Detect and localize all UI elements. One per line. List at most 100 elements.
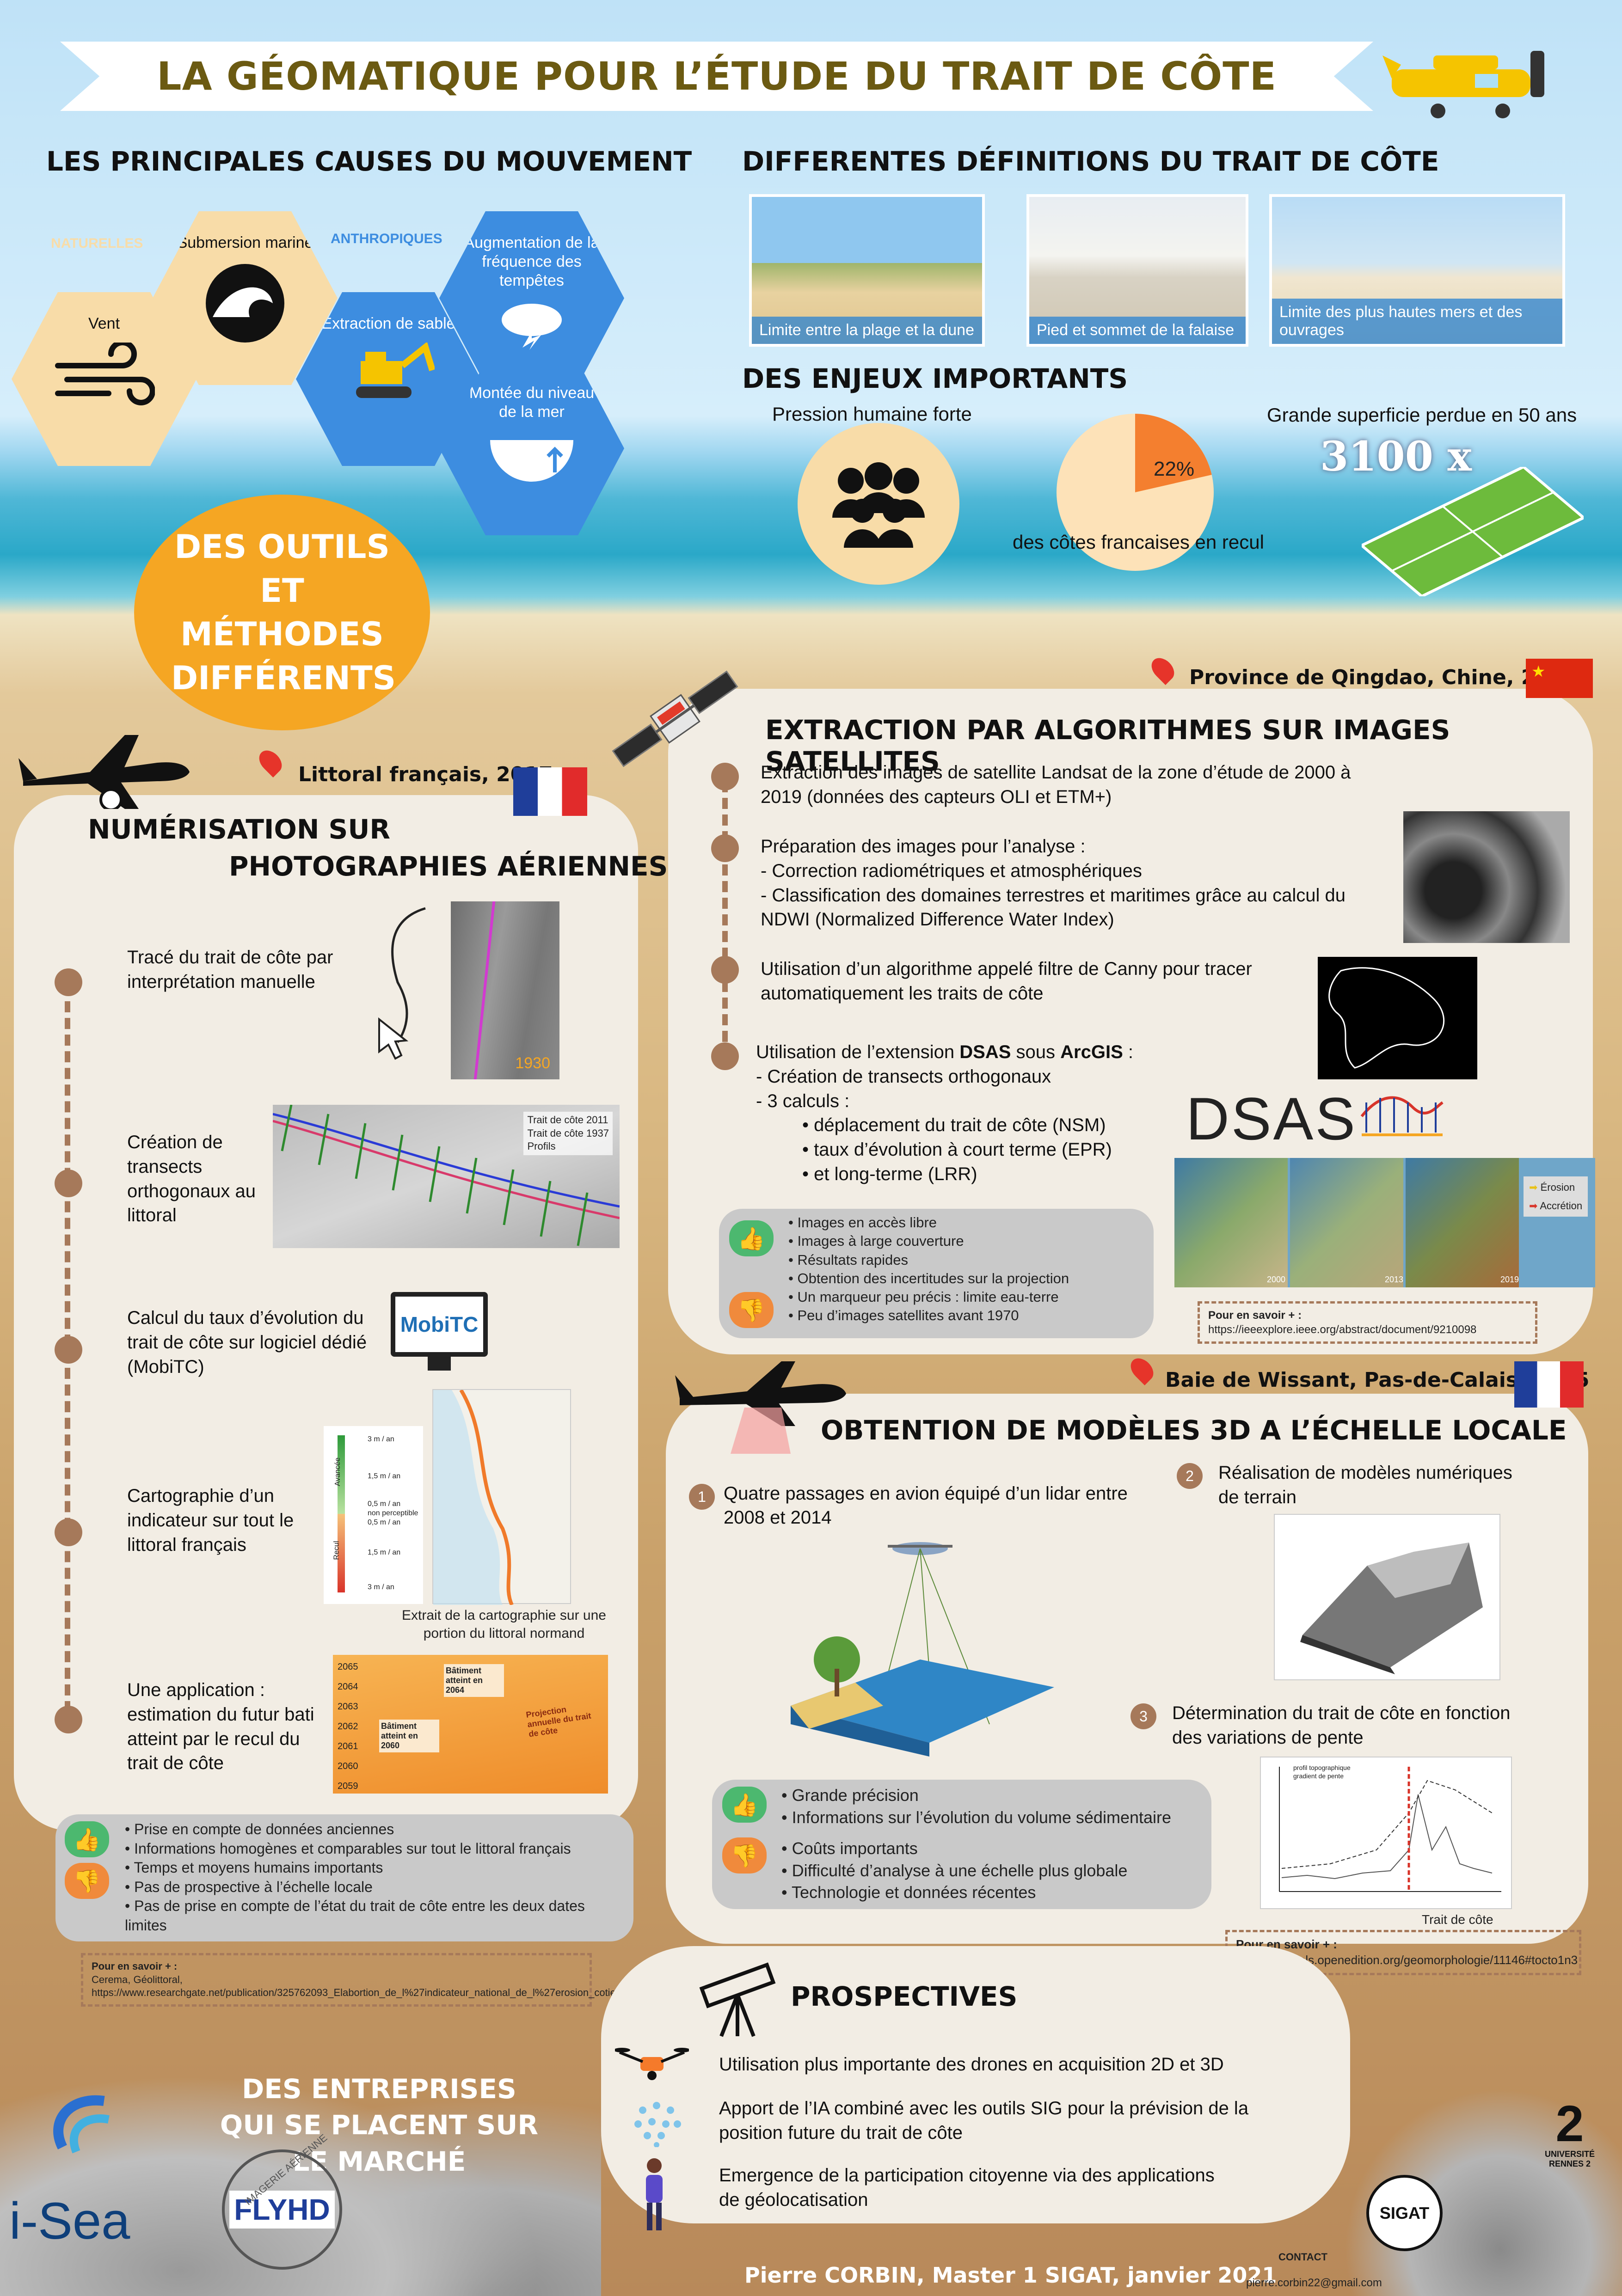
sea-level-icon	[485, 431, 578, 484]
aerial-photo-1930: 1930	[451, 901, 559, 1079]
hex-vent: Vent	[12, 292, 197, 466]
lidar-step-2: Réalisation de modèles numériques de ter…	[1218, 1463, 1512, 1507]
prospective-1: Utilisation plus importante des drones e…	[719, 2054, 1224, 2075]
satellite-step-3: Utilisation d’un algorithme appelé filtr…	[761, 959, 1252, 1004]
pressure-label: Pression humaine forte	[772, 403, 972, 425]
prospectives-title: PROSPECTIVES	[791, 1981, 1018, 2012]
photo-beach-dune: Limite entre la plage et la dune	[749, 194, 985, 347]
lidar-step-1: Quatre passages en avion équipé d’un lid…	[724, 1483, 1128, 1528]
aerial-more-info: Pour en savoir + : Cerema, Géolittoral, …	[81, 1953, 625, 2007]
companies-title: DES ENTREPRISES QUI SE PLACENT SUR LE MA…	[220, 2073, 539, 2177]
drone-icon	[614, 2043, 690, 2087]
dsas-maps: 2000 2013 2019 ➡ Érosion ➡ Accrétion	[1174, 1158, 1595, 1287]
timeline-dot	[711, 956, 739, 984]
tools-badge: DES OUTILS ET MÉTHODES DIFFÉRENTS	[134, 495, 430, 730]
satellite-more-link[interactable]: https://ieeexplore.ieee.org/abstract/doc…	[1208, 1323, 1477, 1336]
causes-title: LES PRINCIPALES CAUSES DU MOUVEMENT	[46, 146, 692, 177]
title-banner: LA GÉOMATIQUE POUR L’ÉTUDE DU TRAIT DE C…	[60, 42, 1373, 111]
step-number: 3	[1130, 1703, 1156, 1729]
timeline-dot	[55, 1518, 82, 1546]
location-pin-icon	[255, 746, 286, 778]
china-flag-icon: ★	[1526, 659, 1593, 698]
mobitc-monitor: MobiTC	[391, 1292, 488, 1373]
crowd-icon	[798, 423, 959, 585]
lidar-pros-cons: 👍 👎 Grande précision Informations sur l’…	[712, 1780, 1211, 1909]
france-flag-icon	[1514, 1361, 1584, 1408]
aerial-location: Littoral français, 2017	[298, 763, 553, 786]
transects-legend: Trait de côte 2011 Trait de côte 1937 Pr…	[523, 1112, 613, 1155]
projection-image: 2065 2064 2063 2062 2061 2060 2059 Bâtiment…	[333, 1655, 608, 1794]
area-caption: Grande superficie perdue en 50 ans	[1267, 404, 1577, 426]
contact-label: CONTACT	[1278, 2251, 1327, 2263]
aerial-title-2: PHOTOGRAPHIES AÉRIENNES	[229, 851, 668, 882]
thumbs-down-icon: 👎	[729, 1292, 774, 1328]
hex-submersion: Submersion marine	[153, 211, 338, 385]
aerial-pros-cons: 👍 👎 Prise en compte de données anciennes…	[55, 1814, 633, 1941]
timeline-dot	[711, 1042, 739, 1070]
slope-chart: profil topographique gradient de pente	[1260, 1757, 1512, 1909]
percent-caption: des côtes francaises en recul	[1013, 531, 1264, 553]
thumbs-down-icon: 👎	[65, 1863, 109, 1899]
area-value: 3100 x	[1320, 432, 1472, 480]
telescope-icon	[694, 1958, 786, 2043]
thumbs-up-icon: 👍	[722, 1787, 767, 1823]
aerial-step-2: Création de transects orthogonaux au lit…	[127, 1132, 256, 1226]
aerial-title-1: NUMÉRISATION SUR	[88, 814, 391, 845]
aerial-step-1: Tracé du trait de côte par interprétatio…	[127, 947, 333, 992]
field-icon	[1359, 465, 1586, 598]
location-pin-icon	[1126, 1354, 1158, 1385]
thumbs-up-icon: 👍	[65, 1821, 109, 1857]
satellite-step-1: Extraction des images de satellite Lands…	[761, 762, 1351, 807]
airplane-icon	[675, 1361, 851, 1456]
location-pin-icon	[1147, 654, 1179, 685]
timeline-dot	[55, 1706, 82, 1733]
satellite-more-info: Pour en savoir + : https://ieeexplore.ie…	[1198, 1301, 1537, 1344]
prospective-3: Emergence de la participation citoyenne …	[719, 2165, 1215, 2210]
plane-illustration	[1382, 37, 1558, 125]
satellite-location: Province de Qingdao, Chine, 2020	[1189, 666, 1578, 689]
contact-email[interactable]: pierre.corbin22@gmail.com	[1246, 2277, 1382, 2289]
timeline-dot	[55, 968, 82, 996]
satellite-title: EXTRACTION PAR ALGORITHMES SUR IMAGES SA…	[765, 714, 1450, 777]
transects-image: Trait de côte 2011 Trait de côte 1937 Pr…	[273, 1105, 620, 1248]
timeline-dot	[55, 1169, 82, 1197]
cursor-line-icon	[370, 904, 449, 1063]
flyhd-logo-text: FLYHD	[229, 2191, 335, 2229]
timeline-dot	[55, 1336, 82, 1364]
excavator-icon	[342, 341, 436, 405]
satellite-pros-cons: 👍 👎 Images en accès libre Images à large…	[719, 1209, 1154, 1338]
airplane-icon	[18, 735, 194, 811]
satellite-icon	[606, 666, 744, 774]
france-flag-icon	[513, 767, 587, 816]
step-number: 2	[1177, 1463, 1203, 1489]
thumbs-up-icon: 👍	[729, 1220, 774, 1256]
aerial-step-5: Une application : estimation du futur ba…	[127, 1680, 314, 1774]
citizen-phone-icon	[636, 2156, 673, 2237]
aerial-step-4: Cartographie d’un indicateur sur tout le…	[127, 1486, 294, 1555]
dsas-transect-icon	[1357, 1089, 1445, 1142]
map-caption: Extrait de la cartographie sur une porti…	[402, 1608, 606, 1641]
isea-logo-icon	[44, 2092, 155, 2182]
satellite-step-4: Utilisation de l’extension DSAS sous Arc…	[756, 1042, 1133, 1184]
aerial-step-3: Calcul du taux d’évolution du trait de c…	[127, 1308, 367, 1377]
isea-logo: i-Sea	[9, 2192, 130, 2250]
author-credit: Pierre CORBIN, Master 1 SIGAT, janvier 2…	[744, 2263, 1277, 2288]
brain-ai-icon	[629, 2096, 684, 2149]
definitions-title: DIFFERENTES DÉFINITIONS DU TRAIT DE CÔTE	[742, 146, 1439, 177]
wave-icon	[203, 262, 287, 347]
satellite-timeline	[722, 781, 728, 1059]
anthropic-label: ANTHROPIQUES	[331, 231, 442, 246]
lidar-illustration	[781, 1530, 1063, 1757]
rocks-right	[1318, 2062, 1622, 2296]
aerial-more-link[interactable]: https://www.researchgate.net/publication…	[92, 1987, 625, 1999]
wind-icon	[53, 339, 155, 410]
photo-structures: Limite des plus hautes mers et des ouvra…	[1269, 194, 1565, 347]
prospective-2: Apport de l’IA combiné avec les outils S…	[719, 2098, 1249, 2143]
page-title: LA GÉOMATIQUE POUR L’ÉTUDE DU TRAIT DE C…	[157, 54, 1277, 99]
photo-cliff: Pied et sommet de la falaise	[1026, 194, 1248, 347]
thumbs-down-icon: 👎	[722, 1837, 767, 1874]
storm-icon	[495, 299, 569, 352]
natural-label: NATURELLES	[51, 236, 143, 251]
photo-year: 1930	[515, 1054, 550, 1072]
timeline-dot	[711, 763, 739, 790]
